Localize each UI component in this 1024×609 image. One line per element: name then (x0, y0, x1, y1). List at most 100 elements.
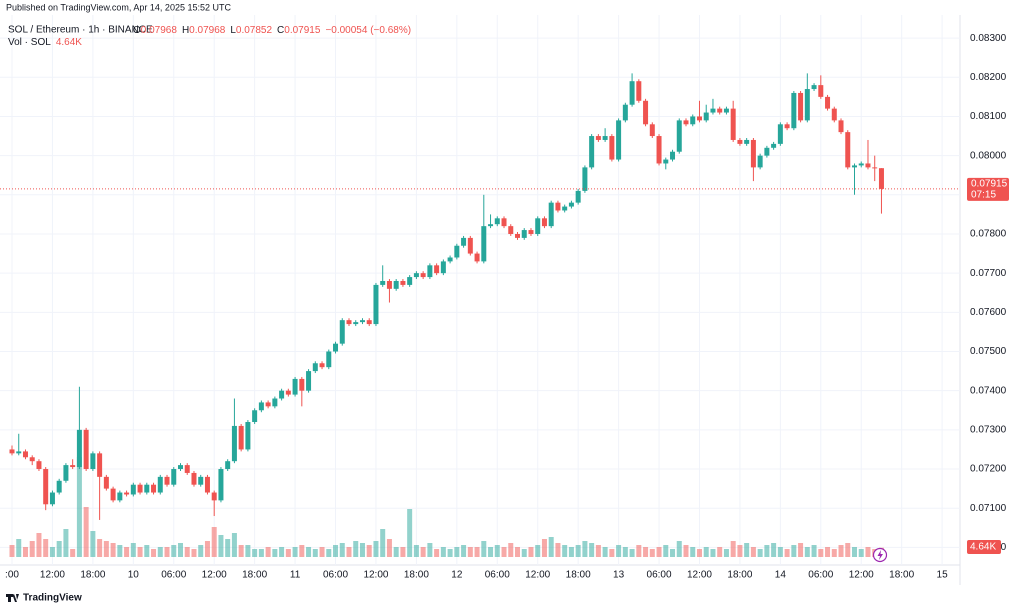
candle-body (852, 165, 857, 168)
ohlc-value: 0.07852 (236, 25, 273, 36)
y-tick-label: 0.07100 (970, 503, 1007, 514)
candle-body (535, 218, 541, 234)
volume-bar (400, 547, 406, 557)
volume-bar (845, 543, 851, 557)
candle-body (744, 139, 750, 144)
volume-bar (636, 545, 642, 557)
volume-bar (670, 549, 676, 557)
volume-bar (663, 545, 669, 557)
candle-body (622, 104, 628, 121)
volume-bar (858, 549, 864, 557)
volume-bar (43, 539, 49, 557)
candle-body (137, 484, 143, 493)
x-tick-label: 12:00 (849, 570, 874, 581)
volume-bar (151, 549, 157, 557)
volume-bar (649, 549, 655, 557)
volume-bar (117, 545, 123, 557)
candle-body (130, 484, 136, 495)
x-tick-label: 14 (775, 570, 787, 581)
candle-body (427, 265, 433, 278)
volume-bar (56, 541, 62, 557)
volume-bar (245, 545, 251, 557)
candle-body (366, 320, 372, 325)
y-tick-label: 0.07800 (970, 229, 1007, 240)
volume-bar (764, 545, 770, 557)
y-tick-label: 0.07200 (970, 464, 1007, 475)
legend-volume: Vol · SOL 4.64K (8, 37, 82, 48)
volume-bar (258, 549, 264, 557)
volume-bar (568, 547, 574, 557)
volume-bar (852, 547, 857, 557)
x-tick-label: 12:00 (687, 570, 712, 581)
volume-bar (717, 547, 723, 557)
candle-body (555, 202, 561, 211)
volume-bar (184, 547, 190, 557)
candle-body (299, 378, 305, 391)
candle-body (757, 155, 763, 168)
x-tick-label: 06:00 (647, 570, 672, 581)
volume-bar (90, 531, 96, 557)
volume-bar (683, 545, 689, 557)
volume-bar (319, 547, 325, 557)
candle-body (124, 492, 130, 495)
candle-body (393, 280, 399, 289)
candle-body (609, 136, 615, 160)
ohlc-prefix: H (182, 25, 189, 36)
y-tick-label: 0.07400 (970, 385, 1007, 396)
candle-body (447, 257, 453, 262)
candle-body (521, 230, 527, 238)
volume-bar (515, 547, 520, 557)
x-tick-label: 12 (451, 570, 463, 581)
candle-body (198, 476, 204, 485)
candle-body (117, 492, 123, 501)
volume-bar (528, 547, 534, 557)
alert-icon[interactable] (872, 547, 888, 563)
candle-body (777, 124, 783, 144)
volume-bar (326, 549, 332, 557)
volume-bar (481, 541, 487, 557)
volume-bar (299, 545, 305, 557)
volume-bar (386, 539, 392, 557)
alert-bolt (877, 550, 883, 560)
candle-body (164, 476, 170, 485)
x-tick-label: 18:00 (727, 570, 752, 581)
y-tick-label: 0.08000 (970, 150, 1007, 161)
candle-body (723, 108, 729, 113)
volume-bar (798, 543, 804, 557)
candle-body (333, 343, 339, 352)
volume-bar (656, 547, 662, 557)
volume-bar (306, 547, 312, 557)
candle-body (90, 453, 96, 470)
candle-body (865, 163, 871, 168)
volume-bar (488, 547, 494, 557)
volume-bar (723, 549, 729, 557)
candle-body (245, 422, 251, 450)
volume-bar (710, 549, 716, 557)
candle-body (56, 480, 62, 493)
volume-bar (541, 539, 547, 557)
candle-body (171, 469, 177, 485)
volume-bar (474, 547, 480, 557)
volume-bar (204, 541, 210, 557)
candle-body (407, 277, 413, 285)
volume-bar (137, 547, 143, 557)
x-tick-label: 13 (613, 570, 625, 581)
volume-bar (103, 541, 109, 557)
x-tick-label: 18:00 (566, 570, 591, 581)
volume-bar (508, 543, 514, 557)
candle-body (279, 390, 285, 399)
candle-body (43, 469, 49, 505)
volume-bar (622, 547, 628, 557)
volume-bar (690, 547, 696, 557)
volume-bar (407, 509, 413, 557)
volume-bar (97, 539, 103, 557)
countdown-label: 07:15 (971, 190, 996, 201)
last-price-box (967, 177, 1009, 201)
candle-body (110, 488, 116, 501)
candle-body (629, 81, 635, 105)
volume-bar (333, 545, 339, 557)
volume-bar (63, 529, 69, 557)
candle-body (191, 472, 197, 485)
candle-body (858, 163, 864, 166)
candle-body (737, 139, 743, 144)
